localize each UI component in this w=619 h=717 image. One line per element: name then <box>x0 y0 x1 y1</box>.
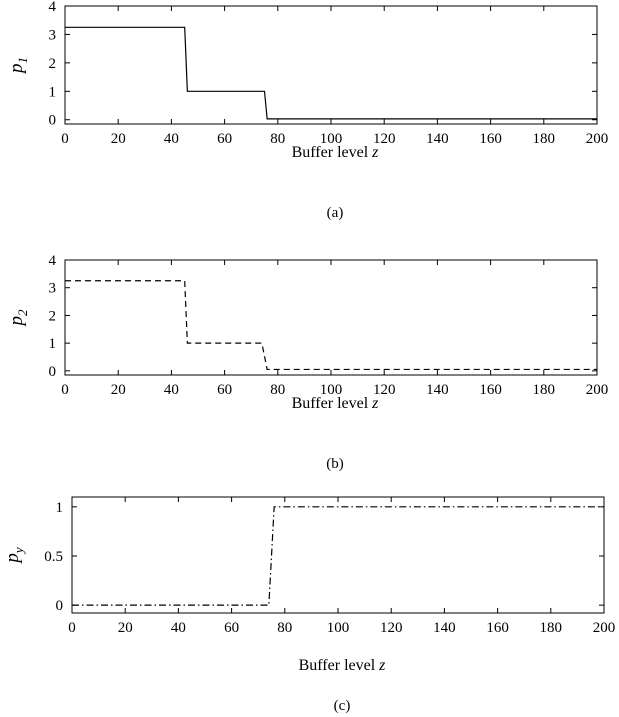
x-tick-label: 20 <box>111 382 126 398</box>
x-tick-label: 180 <box>533 131 556 147</box>
y-tick-label: 2 <box>49 308 57 324</box>
x-tick-label: 80 <box>270 131 285 147</box>
x-axis-label-variable: z <box>371 144 379 161</box>
x-tick-label: 80 <box>277 620 292 636</box>
x-axis-label-variable: z <box>378 657 386 674</box>
x-tick-label: 200 <box>586 382 609 398</box>
x-tick-label: 180 <box>533 382 556 398</box>
x-tick-label: 160 <box>479 382 502 398</box>
x-tick-label: 160 <box>479 131 502 147</box>
series-line-1 <box>65 26 597 120</box>
x-tick-label: 160 <box>486 620 509 636</box>
y-tick-label: 4 <box>49 0 57 15</box>
panel-label: (a) <box>327 205 344 221</box>
x-tick-label: 40 <box>171 620 186 636</box>
x-tick-label: 80 <box>270 382 285 398</box>
x-axis-label: Buffer level z <box>292 144 380 161</box>
x-tick-label: 40 <box>164 382 179 398</box>
x-axis-label-text: Buffer level <box>292 395 373 412</box>
y-axis-label: py <box>2 547 26 565</box>
plot-frame <box>71 496 605 614</box>
x-tick-label: 120 <box>373 131 396 147</box>
x-tick-label: 120 <box>380 620 403 636</box>
y-axis-label-base: p <box>6 64 27 76</box>
x-tick-label: 180 <box>540 620 563 636</box>
chart-panel-2: 0 20 40 60 80 100 120 140 160 180 200 0 1 2 3 4 Buffer l… <box>6 253 608 472</box>
y-tick-label: 0 <box>49 113 57 129</box>
x-tick-label: 100 <box>320 131 343 147</box>
x-tick-label: 60 <box>224 620 239 636</box>
x-axis-label-variable: z <box>371 395 379 412</box>
y-tick-label: 0 <box>49 364 57 380</box>
x-axis-label: Buffer level z <box>292 395 380 412</box>
x-tick-label: 0 <box>61 131 69 147</box>
y-tick-label: 1 <box>56 500 64 516</box>
x-tick-label: 100 <box>320 382 343 398</box>
x-tick-label: 40 <box>164 131 179 147</box>
y-axis-label: p1 <box>6 57 30 75</box>
x-axis-label-text: Buffer level <box>299 657 380 674</box>
chart-panel-3: 0 20 40 60 80 100 120 140 160 180 200 0 0.5 1 Buffer l… <box>2 496 616 714</box>
plot-frame <box>64 259 598 376</box>
x-tick-label: 20 <box>118 620 133 636</box>
y-axis-label-subscript: y <box>11 547 26 555</box>
y-tick-label: 0 <box>56 598 64 614</box>
x-axis-label-text: Buffer level <box>292 144 373 161</box>
series-line-1 <box>72 506 604 606</box>
x-tick-label: 140 <box>433 620 456 636</box>
y-axis-label: p2 <box>6 309 30 328</box>
x-tick-label: 60 <box>217 382 232 398</box>
panel-label: (c) <box>334 698 351 714</box>
y-tick-label: 2 <box>49 56 57 72</box>
x-tick-label: 120 <box>373 382 396 398</box>
x-tick-label: 60 <box>217 131 232 147</box>
y-tick-label: 1 <box>49 84 57 100</box>
x-tick-label: 100 <box>327 620 350 636</box>
chart-panel-1: 0 20 40 60 80 100 120 140 160 180 200 0 1 2 3 4 Buffer l… <box>6 0 608 221</box>
y-tick-label: 3 <box>49 281 57 297</box>
series-line-1 <box>65 280 597 371</box>
y-axis-label-subscript: 1 <box>15 57 30 64</box>
y-tick-label: 3 <box>49 27 57 43</box>
plot-frame <box>64 5 598 125</box>
y-axis-label-base: p <box>2 553 23 565</box>
panel-label: (b) <box>326 456 344 472</box>
y-tick-label: 4 <box>49 253 57 269</box>
y-axis-label-subscript: 2 <box>15 309 30 316</box>
x-axis-label: Buffer level z <box>299 657 387 674</box>
x-tick-label: 20 <box>111 131 126 147</box>
y-tick-label: 0.5 <box>44 549 63 565</box>
x-tick-label: 200 <box>593 620 616 636</box>
x-tick-label: 0 <box>68 620 76 636</box>
x-tick-label: 200 <box>586 131 609 147</box>
x-tick-label: 140 <box>426 131 449 147</box>
y-tick-label: 1 <box>49 336 57 352</box>
x-tick-label: 0 <box>61 382 69 398</box>
x-tick-label: 140 <box>426 382 449 398</box>
y-axis-label-base: p <box>6 316 27 328</box>
